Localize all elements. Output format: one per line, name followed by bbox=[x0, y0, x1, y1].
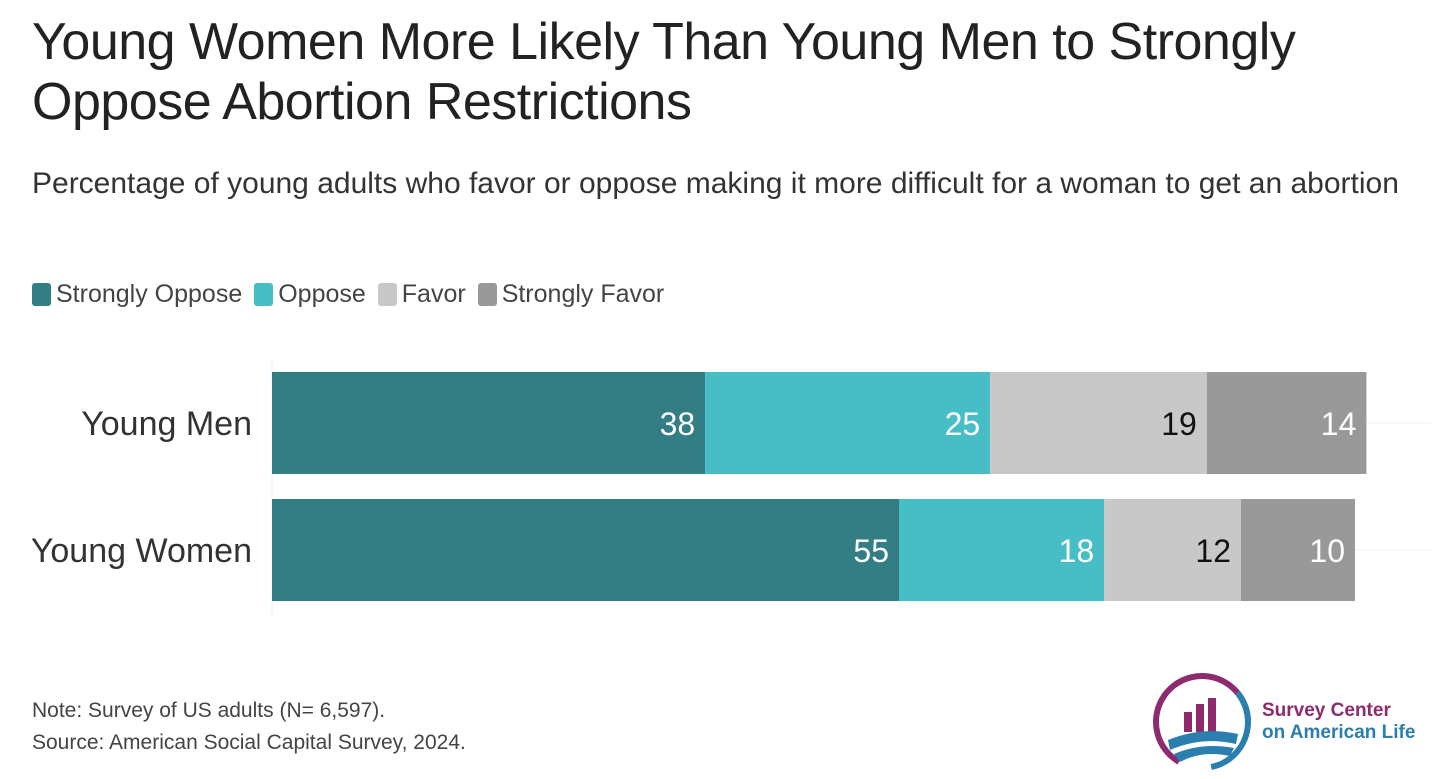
bar-favor-young-women bbox=[1104, 499, 1241, 601]
data-label-favor-young-men: 19 bbox=[1161, 406, 1197, 442]
bar-strongly-favor-young-men bbox=[1206, 372, 1367, 474]
legend-item-oppose: Oppose bbox=[254, 280, 366, 309]
category-label-young-women: Young Women bbox=[31, 532, 252, 570]
bar-oppose-young-women bbox=[899, 499, 1105, 601]
legend-label-strongly-favor: Strongly Favor bbox=[501, 279, 665, 308]
bar-favor-young-men bbox=[990, 372, 1207, 474]
data-label-strongly-oppose-young-men: 38 bbox=[660, 406, 696, 442]
data-label-strongly-favor-young-women: 10 bbox=[1309, 533, 1345, 569]
data-label-strongly-favor-young-men: 14 bbox=[1321, 406, 1357, 442]
footer-source: Source: American Social Capital Survey, … bbox=[32, 731, 466, 754]
legend-label-strongly-oppose: Strongly Oppose bbox=[56, 279, 243, 308]
legend-item-strongly-favor: Strongly Favor bbox=[477, 279, 665, 309]
survey-center-logo: Survey Center on American Life bbox=[1150, 670, 1440, 774]
legend-label-oppose: Oppose bbox=[278, 279, 366, 308]
logo-text: Survey Center on American Life bbox=[1262, 700, 1415, 744]
data-label-strongly-oppose-young-women: 55 bbox=[853, 533, 889, 569]
footer: Note: Survey of US adults (N= 6,597). So… bbox=[32, 695, 466, 759]
bar-strongly-favor-young-women bbox=[1241, 499, 1355, 601]
legend: Strongly Oppose Oppose Favor Strongly Fa… bbox=[32, 276, 676, 312]
legend-label-favor: Favor bbox=[401, 279, 466, 308]
data-label-favor-young-women: 12 bbox=[1195, 533, 1231, 569]
legend-item-strongly-oppose: Strongly Oppose bbox=[32, 280, 242, 309]
logo-line1: Survey Center bbox=[1262, 700, 1391, 721]
chart-subtitle: Percentage of young adults who favor or … bbox=[32, 167, 1399, 200]
legend-swatch-oppose bbox=[254, 282, 274, 306]
logo-line2: on American Life bbox=[1262, 722, 1416, 743]
logo-mark-icon bbox=[1153, 673, 1251, 771]
bar-oppose-young-men bbox=[705, 372, 991, 474]
category-label-young-men: Young Men bbox=[81, 405, 252, 443]
data-label-oppose-young-men: 25 bbox=[945, 406, 981, 442]
chart-title: Young Women More Likely Than Young Men t… bbox=[32, 13, 1296, 131]
legend-swatch-strongly-favor bbox=[477, 282, 497, 306]
bar-strongly-oppose-young-women bbox=[272, 499, 899, 601]
legend-item-favor: Favor bbox=[377, 279, 466, 309]
data-label-oppose-young-women: 18 bbox=[1059, 533, 1095, 569]
stacked-bar-chart: Young Men 38 25 19 14 Young Women 55 18 12 10 bbox=[31, 360, 1430, 618]
legend-swatch-favor bbox=[377, 282, 397, 306]
bar-strongly-oppose-young-men bbox=[272, 372, 706, 474]
legend-swatch-strongly-oppose bbox=[32, 282, 51, 306]
footer-note: Note: Survey of US adults (N= 6,597). bbox=[32, 699, 386, 722]
